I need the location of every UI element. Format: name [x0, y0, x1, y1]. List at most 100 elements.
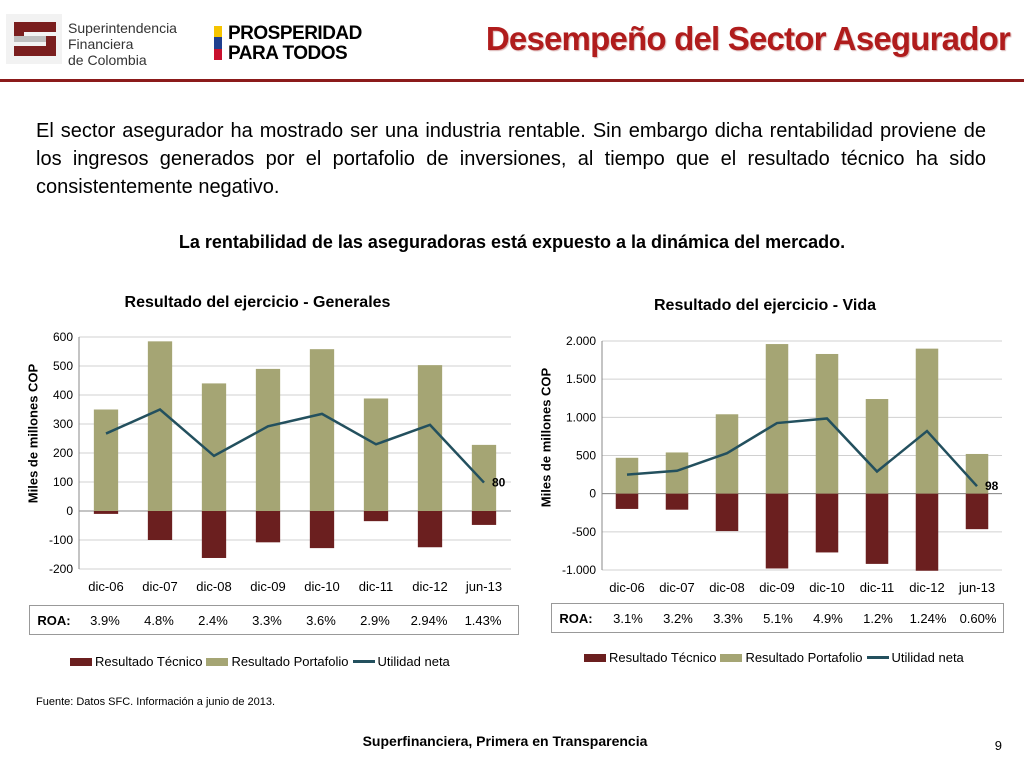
bar-portafolio	[915, 348, 939, 494]
bar-portafolio	[363, 398, 389, 511]
roa-value: 3.6%	[306, 612, 336, 628]
legend-swatch-tecnico	[70, 657, 92, 666]
legend-swatch-utilidad	[352, 660, 375, 663]
y-tick-label: -1.000	[562, 563, 596, 577]
colombia-flag-icon	[214, 26, 222, 60]
sfc-logo-line: Financiera	[68, 36, 134, 52]
chart-generales: -200 -100 0 100 200 300 400 500 600 80 dic-06 dic-0…	[49, 330, 511, 594]
y-tick-label: 2.000	[566, 334, 596, 348]
source-note: Fuente: Datos SFC. Información a junio d…	[36, 696, 276, 708]
bar-portafolio	[765, 344, 789, 494]
y-tick-label: 1.500	[566, 372, 596, 386]
x-tick-label: dic-08	[196, 579, 231, 594]
section-subtitle: La rentabilidad de las aseguradoras está…	[178, 232, 846, 252]
legend-item-portafolio: Resultado Portafolio	[720, 650, 863, 665]
x-tick-label: dic-12	[909, 580, 944, 595]
roa-row-generales: ROA: 3.9% 4.8% 2.4% 3.3% 3.6% 2.9% 2.94% 1.43%	[29, 605, 519, 635]
bar-tecnico	[471, 511, 497, 525]
roa-value: 2.4%	[198, 612, 228, 628]
x-tick-label: dic-06	[609, 580, 644, 595]
bar-portafolio	[471, 444, 497, 511]
roa-value: 3.1%	[613, 610, 643, 626]
bar-portafolio	[865, 399, 889, 494]
legend-label: Resultado Portafolio	[231, 654, 349, 669]
bar-tecnico	[665, 493, 689, 510]
line-utilidad-neta	[105, 408, 485, 484]
intro-paragraph: El sector asegurador ha mostrado ser una…	[36, 120, 986, 198]
y-tick-label: 0	[589, 487, 596, 501]
roa-value: 3.3%	[713, 610, 743, 626]
legend-swatch-utilidad	[866, 656, 889, 659]
x-tick-label: dic-07	[142, 579, 177, 594]
bar-tecnico	[255, 511, 281, 543]
y-tick-label: 1.000	[566, 410, 596, 424]
chart-title-generales: Resultado del ejercicio - Generales	[124, 294, 391, 311]
legend-item-tecnico: Resultado Técnico	[70, 654, 202, 669]
roa-label: ROA:	[559, 610, 593, 626]
sfc-logo: Superintendencia Financiera de Colombia	[6, 8, 206, 70]
x-tick-label: dic-10	[304, 579, 339, 594]
roa-row-vida: ROA: 3.1% 3.2% 3.3% 5.1% 4.9% 1.2% 1.24% 0.60%	[551, 603, 1004, 633]
x-tick-label: dic-12	[412, 579, 447, 594]
y-tick-label: 500	[576, 449, 596, 463]
bar-portafolio	[417, 365, 443, 511]
y-tick-label: 400	[53, 388, 73, 402]
prosperidad-logo-line: PARA TODOS	[228, 43, 348, 64]
legend-label: Utilidad neta	[377, 654, 450, 669]
bar-portafolio	[255, 368, 281, 511]
roa-values-vida: 3.1% 3.2% 3.3% 5.1% 4.9% 1.2% 1.24% 0.60%	[603, 611, 1003, 626]
y-tick-label: -200	[49, 562, 73, 576]
legend-label: Resultado Técnico	[609, 650, 717, 665]
bar-tecnico	[915, 493, 939, 571]
roa-value: 0.60%	[959, 610, 997, 626]
roa-value: 2.9%	[360, 612, 390, 628]
sfc-logo-text: Superintendencia Financiera de Colombia	[68, 20, 177, 68]
legend-label: Utilidad neta	[891, 650, 964, 665]
legend-swatch-portafolio	[720, 653, 743, 662]
roa-value: 5.1%	[763, 610, 793, 626]
prosperidad-logo: PROSPERIDAD PARA TODOS	[214, 20, 384, 68]
x-tick-label: dic-07	[659, 580, 694, 595]
y-tick-label: -500	[572, 525, 596, 539]
bar-portafolio	[201, 383, 227, 511]
y-tick-label: 0	[66, 504, 73, 518]
legend-item-utilidad: Utilidad neta	[352, 654, 450, 669]
x-tick-label: dic-09	[759, 580, 794, 595]
bar-portafolio	[815, 353, 839, 494]
x-tick-label: dic-11	[860, 580, 894, 595]
roa-values-generales: 3.9% 4.8% 2.4% 3.3% 3.6% 2.9% 2.94% 1.43%	[78, 613, 510, 628]
page-title: Desempeño del Sector Asegurador	[485, 20, 1011, 57]
annotation-label: 80	[492, 476, 506, 490]
legend-item-tecnico: Resultado Técnico	[584, 650, 716, 665]
roa-value: 3.3%	[252, 612, 282, 628]
bar-tecnico	[147, 511, 173, 540]
x-tick-label: dic-08	[709, 580, 744, 595]
bar-tecnico	[715, 493, 739, 532]
legend-label: Resultado Portafolio	[745, 650, 863, 665]
y-tick-label: 200	[53, 446, 73, 460]
x-tick-label: dic-10	[809, 580, 844, 595]
x-tick-label: dic-09	[250, 579, 285, 594]
roa-value: 1.43%	[464, 612, 502, 628]
y-tick-label: 300	[53, 417, 73, 431]
bar-tecnico	[865, 493, 889, 564]
bar-tecnico	[417, 511, 443, 548]
bar-portafolio	[965, 453, 989, 494]
x-tick-label: dic-06	[88, 579, 123, 594]
legend-label: Resultado Técnico	[95, 654, 203, 669]
bar-portafolio	[615, 457, 639, 494]
bar-tecnico	[309, 511, 335, 549]
header-divider	[0, 79, 1024, 82]
bar-portafolio	[309, 349, 335, 511]
roa-value: 3.9%	[90, 612, 120, 628]
bar-tecnico	[765, 493, 789, 569]
line-utilidad-neta	[626, 417, 978, 488]
legend-item-utilidad: Utilidad neta	[866, 650, 964, 665]
x-tick-label: jun-13	[958, 580, 995, 595]
footer-text: Superfinanciera, Primera en Transparenci…	[362, 733, 648, 749]
y-tick-label: -100	[49, 533, 73, 547]
roa-label: ROA:	[37, 612, 71, 628]
roa-value: 3.2%	[663, 610, 693, 626]
roa-value: 1.2%	[863, 610, 893, 626]
roa-value: 4.9%	[813, 610, 843, 626]
